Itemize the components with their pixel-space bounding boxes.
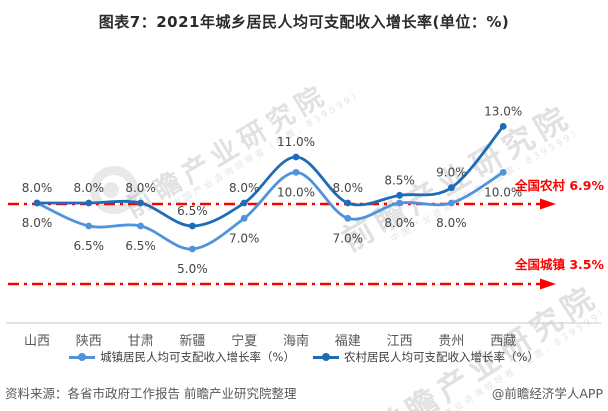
data-label: 8.5% (384, 173, 415, 187)
x-axis-label: 福建 (335, 334, 361, 349)
data-label: 7.0% (229, 231, 260, 245)
data-point (344, 214, 352, 222)
app-credit: @前瞻经济学人APP (491, 386, 603, 401)
legend: 城镇居民人均可支配收入增长率（%） 农村居民人均可支配收入增长率（%） (0, 349, 608, 365)
legend-marker-rural-icon (313, 353, 339, 361)
data-point (292, 153, 300, 161)
data-point (189, 245, 196, 253)
data-point (396, 191, 403, 199)
legend-item-rural: 农村居民人均可支配收入增长率（%） (313, 349, 539, 365)
data-label: 10.0% (277, 185, 315, 199)
data-label: 8.0% (22, 181, 53, 195)
data-label: 11.0% (277, 135, 315, 149)
data-point (499, 122, 507, 130)
data-label: 8.0% (125, 181, 156, 195)
x-axis-label: 贵州 (438, 334, 464, 349)
data-label: 13.0% (484, 104, 522, 118)
data-point (292, 168, 300, 176)
data-label: 8.0% (333, 181, 364, 195)
data-label: 10.0% (484, 185, 522, 199)
x-axis-label: 陕西 (76, 334, 102, 349)
data-point (189, 222, 196, 230)
data-point (240, 199, 248, 207)
reference-line-label: 全国农村 6.9% (514, 178, 604, 193)
source-note: 资料来源：各省市政府工作报告 前瞻产业研究院整理 (5, 386, 297, 401)
x-axis-label: 西藏 (490, 334, 516, 349)
data-point (33, 199, 41, 207)
series-line (35, 170, 505, 251)
x-axis-label: 新疆 (179, 333, 205, 349)
x-axis-label: 宁夏 (231, 333, 257, 349)
reference-line-arrow-icon (540, 198, 556, 210)
data-label: 7.0% (333, 231, 364, 245)
data-label: 8.0% (74, 181, 105, 195)
series-line (35, 124, 505, 228)
footer: 资料来源：各省市政府工作报告 前瞻产业研究院整理 @前瞻经济学人APP (0, 383, 608, 402)
data-label: 6.5% (125, 239, 156, 253)
data-point (85, 199, 93, 207)
x-axis-label: 江西 (387, 334, 413, 349)
data-label: 8.0% (229, 181, 260, 195)
chart-title: 图表7：2021年城乡居民人均可支配收入增长率(单位：%) (98, 13, 510, 31)
data-point (85, 222, 93, 230)
data-label: 9.0% (436, 166, 467, 180)
data-label: 8.0% (22, 216, 53, 230)
data-label: 5.0% (177, 262, 208, 276)
legend-label-rural: 农村居民人均可支配收入增长率（%） (344, 350, 539, 364)
data-label: 8.0% (384, 216, 415, 230)
reference-line-arrow-icon (540, 278, 556, 290)
x-axis-label: 海南 (283, 333, 309, 349)
legend-label-urban: 城镇居民人均可支配收入增长率（%） (100, 350, 295, 364)
x-axis-label: 甘肃 (128, 334, 154, 349)
data-point (448, 184, 455, 192)
data-point (240, 214, 248, 222)
legend-item-urban: 城镇居民人均可支配收入增长率（%） (69, 349, 295, 365)
data-label: 6.5% (177, 204, 208, 218)
data-point (344, 199, 352, 207)
data-point (396, 199, 403, 207)
data-point (448, 199, 455, 207)
legend-marker-urban-icon (69, 353, 96, 361)
x-axis-label: 山西 (24, 334, 50, 349)
data-point (137, 199, 145, 207)
data-label: 6.5% (74, 239, 105, 253)
data-point (137, 222, 145, 230)
reference-line-label: 全国城镇 3.5% (514, 257, 604, 272)
data-point (499, 168, 507, 176)
data-label: 8.0% (436, 216, 467, 230)
